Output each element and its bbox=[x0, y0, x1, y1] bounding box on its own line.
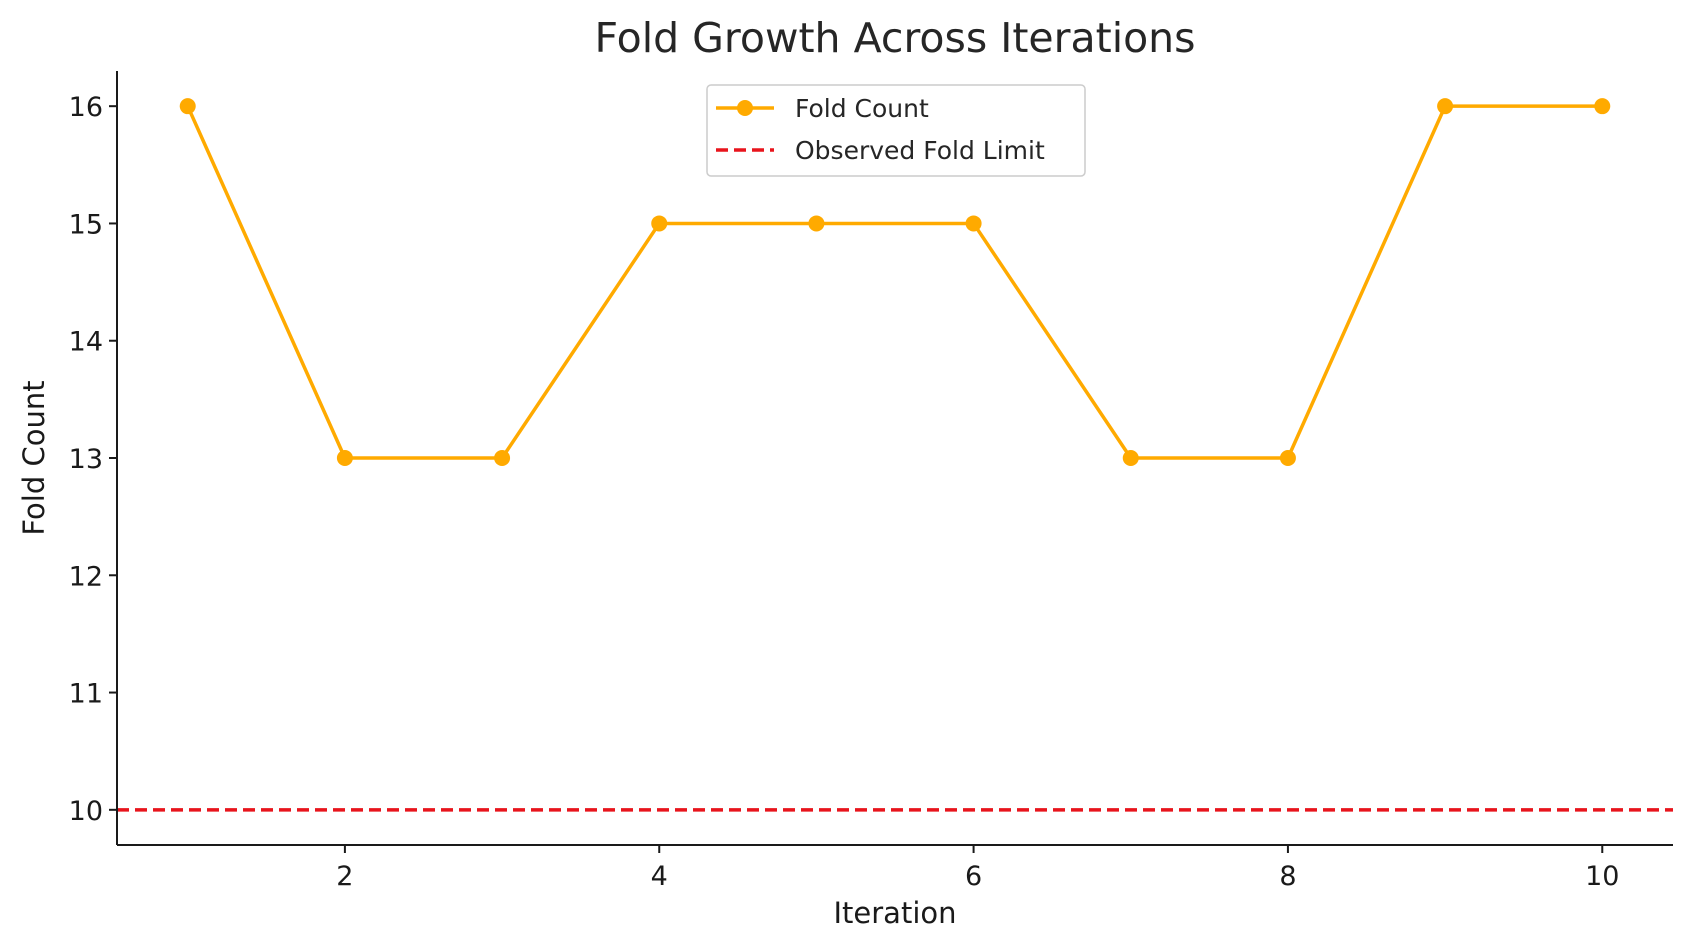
ticks: 2 4 6 8 10 10 11 12 13 14 15 16 bbox=[69, 92, 1620, 892]
data-point bbox=[336, 450, 353, 466]
x-tick-label: 6 bbox=[965, 861, 982, 892]
x-tick-label: 8 bbox=[1279, 861, 1296, 892]
y-tick-label: 13 bbox=[69, 444, 103, 475]
y-tick-label: 11 bbox=[69, 679, 103, 710]
y-tick-label: 12 bbox=[69, 561, 103, 592]
legend-label-fold-limit: Observed Fold Limit bbox=[795, 136, 1045, 165]
y-tick-label: 14 bbox=[69, 327, 103, 358]
data-point bbox=[808, 215, 825, 232]
data-point bbox=[494, 450, 511, 466]
x-axis-title: Iteration bbox=[833, 896, 956, 930]
data-point bbox=[1437, 98, 1454, 115]
data-point bbox=[1594, 98, 1611, 115]
data-point bbox=[1279, 450, 1296, 466]
legend-frame bbox=[706, 84, 1086, 177]
data-point bbox=[1122, 450, 1139, 466]
y-tick-label: 16 bbox=[69, 92, 103, 123]
legend: Fold Count Observed Fold Limit bbox=[706, 84, 1086, 177]
y-tick-label: 15 bbox=[69, 209, 103, 240]
data-point bbox=[651, 215, 668, 232]
series-line-fold-count bbox=[186, 104, 1603, 460]
y-tick-label: 10 bbox=[69, 796, 103, 827]
x-tick-label: 10 bbox=[1585, 861, 1619, 892]
legend-fold-count-marker bbox=[737, 100, 753, 116]
plot-area bbox=[117, 98, 1673, 812]
data-point bbox=[965, 215, 982, 232]
legend-label-fold-count: Fold Count bbox=[795, 94, 929, 123]
x-tick-label: 4 bbox=[651, 861, 668, 892]
x-tick-label: 2 bbox=[336, 861, 353, 892]
data-point bbox=[179, 98, 196, 115]
y-axis-title: Fold Count bbox=[17, 380, 51, 535]
chart-title: Fold Growth Across Iterations bbox=[594, 14, 1195, 62]
